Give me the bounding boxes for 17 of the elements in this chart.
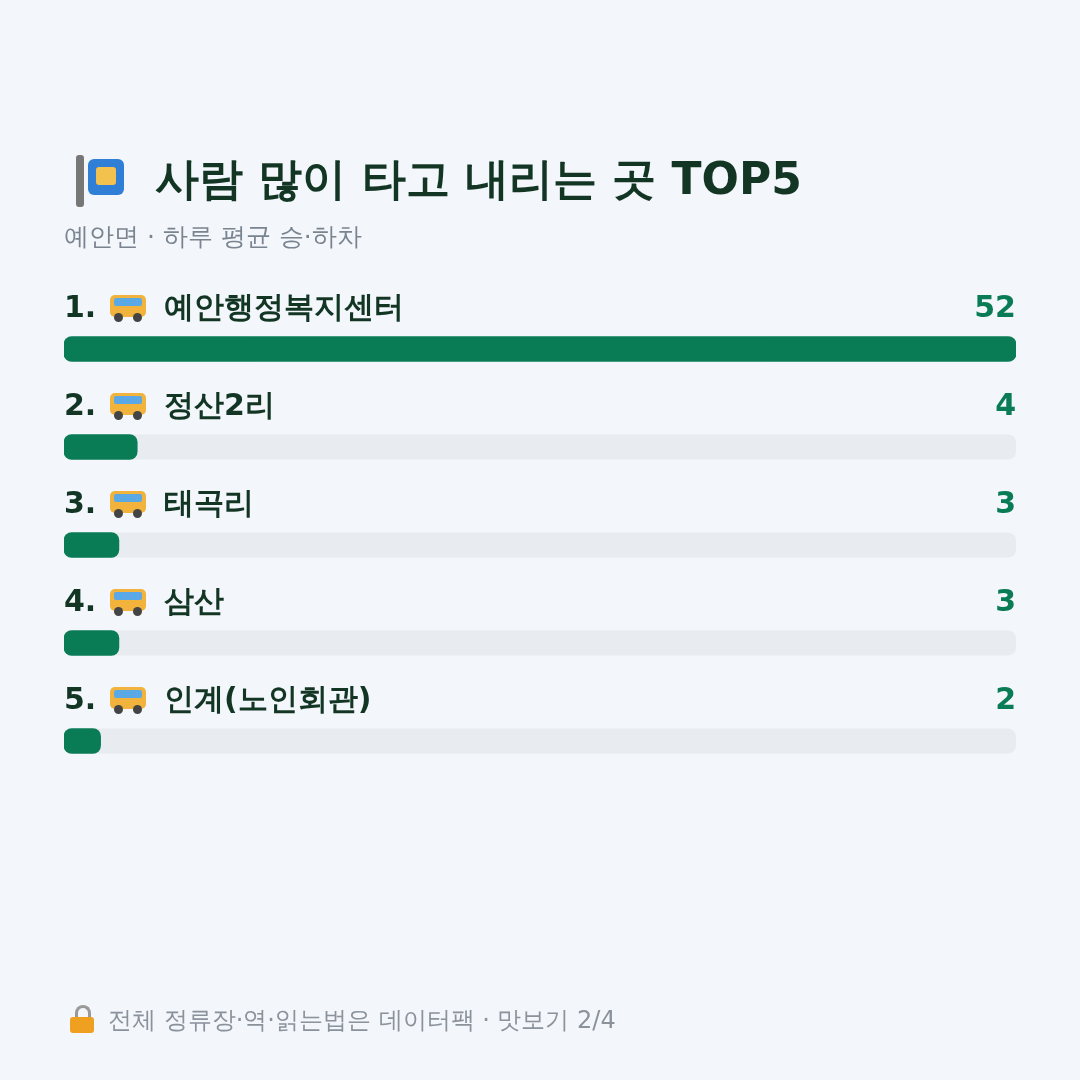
chart-subtitle: 예안면 · 하루 평균 승·하차 [64, 221, 362, 253]
category-label: 3. 태곡리 [64, 484, 254, 520]
data-label: 3 [995, 484, 1016, 520]
bar [64, 434, 138, 460]
chart-title: 사람 많이 타고 내리는 곳 TOP5 [155, 152, 802, 206]
bar [64, 728, 101, 754]
bar [64, 630, 120, 656]
category-label: 5. 인계(노인회관) [64, 680, 372, 716]
bar [64, 532, 120, 558]
text: 전체 정류장·역·읽는법은 데이터팩 · 맛보기 2/4 [108, 1005, 616, 1036]
category-label: 1. 예안행정복지센터 [64, 288, 404, 324]
category-label: 2. 정산2리 [64, 386, 275, 422]
data-label: 52 [974, 288, 1016, 324]
category-label: 4. 삼산 [64, 582, 224, 618]
data-label: 3 [995, 582, 1016, 618]
data-label: 2 [995, 680, 1016, 716]
data-label: 4 [995, 386, 1016, 422]
